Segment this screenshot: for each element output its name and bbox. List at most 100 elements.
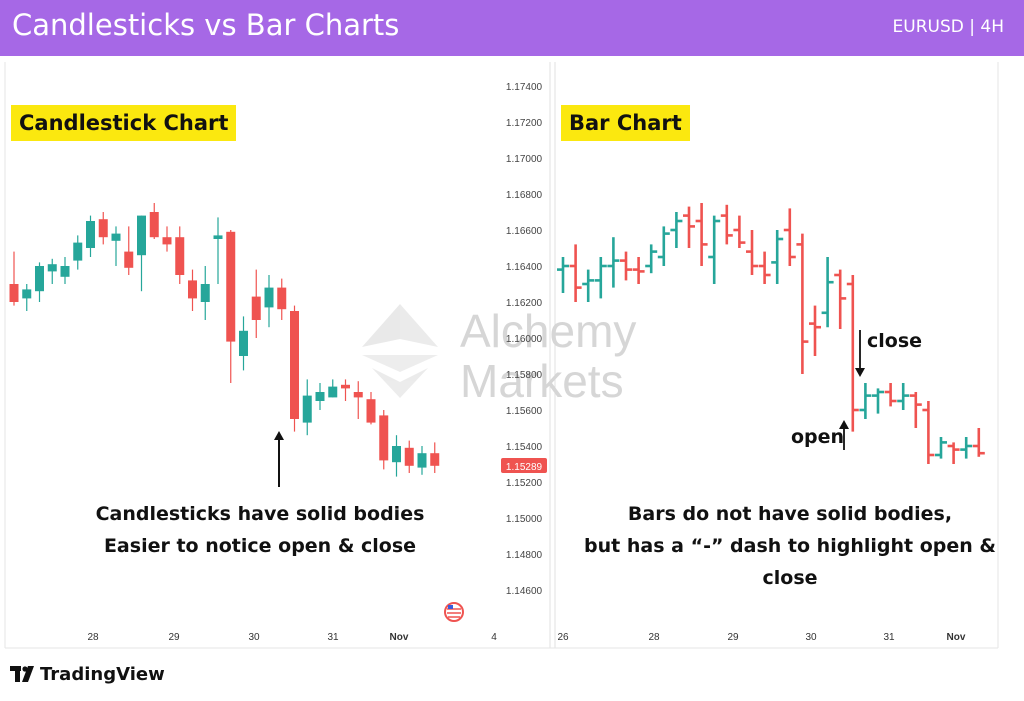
tradingview-brand-text: TradingView (40, 664, 165, 685)
candle (200, 266, 210, 320)
ohlc-bar (708, 215, 721, 284)
ohlc-bar (720, 204, 733, 245)
bar-caption: Bars do not have solid bodies, but has a… (575, 498, 1005, 594)
candlestick-caption: Candlesticks have solid bodies Easier to… (60, 498, 460, 562)
ohlc-bar (594, 257, 607, 299)
ohlc-bar (657, 226, 670, 266)
price-tick-label: 1.15800 (506, 370, 543, 381)
candle (73, 235, 83, 270)
open-annotation: open (791, 426, 845, 448)
ohlc-bar (695, 203, 708, 266)
candle (239, 316, 248, 371)
ohlc-bar (897, 383, 910, 410)
price-tick-label: 1.15400 (506, 442, 543, 453)
candle (264, 275, 274, 328)
tradingview-logo-icon (10, 666, 34, 682)
ohlc-bar (884, 383, 897, 407)
candle-body (22, 289, 32, 299)
candle-body (430, 453, 440, 466)
time-tick-label: 26 (557, 632, 569, 643)
ohlc-bar (783, 208, 796, 266)
candle (353, 381, 363, 419)
ohlc-bar (645, 244, 658, 274)
candle-body (47, 264, 57, 272)
current-price-label: 1.15289 (506, 462, 543, 473)
ohlc-bar (935, 437, 947, 459)
candle (315, 383, 325, 410)
ohlc-bar (972, 428, 985, 457)
candlestick-caption-line-2: Easier to notice open & close (103, 535, 417, 557)
price-tick-label: 1.17200 (506, 118, 543, 129)
right-time-axis: 26 28 29 30 31 Nov (557, 632, 965, 643)
candlestick-chart-label: Candlestick Chart (11, 105, 237, 141)
bar-chart-label: Bar Chart (561, 105, 690, 141)
candle (392, 435, 401, 477)
candle (35, 262, 44, 302)
candle (22, 284, 32, 311)
ohlc-bar (796, 233, 809, 374)
candle (137, 215, 146, 292)
candle-body (9, 284, 19, 302)
candle (341, 379, 350, 401)
candle (328, 379, 338, 398)
candle-body (290, 311, 299, 419)
candle-body (213, 235, 223, 239)
candle (366, 392, 376, 425)
candle-body (162, 237, 172, 245)
candle-body (111, 233, 121, 241)
candle-body (226, 231, 236, 342)
candlestick-caption-line-1: Candlesticks have solid bodies (95, 503, 425, 525)
candle (277, 278, 287, 320)
ohlc-bar (746, 230, 758, 275)
candlestick-series (9, 203, 440, 477)
price-tick-label: 1.16800 (506, 190, 543, 201)
ohlc-bar (872, 388, 884, 414)
candle-body (200, 284, 210, 302)
close-annotation: close (867, 330, 923, 352)
candle-body (328, 386, 338, 398)
candle (47, 258, 57, 284)
candle-body (137, 215, 146, 256)
candle (213, 217, 223, 284)
ohlc-bar-series (557, 203, 985, 464)
ohlc-bar (922, 401, 935, 464)
candle-body (149, 212, 159, 238)
ohlc-bar (582, 269, 595, 302)
candle (60, 257, 70, 284)
candle (124, 226, 134, 275)
candle (188, 269, 197, 311)
price-tick-label: 1.16200 (506, 298, 543, 309)
ohlc-bar (821, 257, 834, 328)
candle-body (73, 242, 83, 261)
candle (226, 230, 236, 383)
candle (149, 203, 159, 239)
time-tick-label: 30 (805, 632, 817, 643)
ohlc-bar (683, 206, 695, 248)
candle-body (264, 287, 274, 308)
time-tick-label: 31 (327, 632, 339, 643)
bar-caption-line-1: Bars do not have solid bodies, (627, 503, 953, 525)
price-tick-label: 1.15600 (506, 406, 543, 417)
candle-body (392, 446, 401, 463)
candle-arrow-up-icon (274, 431, 284, 487)
ohlc-bar (771, 230, 784, 284)
ohlc-bar (960, 437, 973, 459)
candle (98, 212, 108, 245)
candle (175, 226, 185, 284)
candle-body (60, 266, 70, 277)
ohlc-bar (632, 257, 645, 284)
ohlc-bar (909, 392, 922, 428)
ohlc-bar (834, 269, 847, 329)
price-tick-label: 1.16000 (506, 334, 543, 345)
price-tick-label: 1.17400 (506, 82, 543, 93)
candle (251, 269, 261, 338)
candle (417, 446, 427, 475)
candle-body (175, 237, 185, 275)
ohlc-bar (758, 251, 771, 284)
ohlc-bar (607, 237, 620, 288)
candle-body (302, 395, 312, 423)
price-tick-label: 1.16600 (506, 226, 543, 237)
open-arrow-up-icon (839, 420, 849, 450)
comparison-charts: Alchemy Markets 1.174001.172001.170001.1… (4, 62, 999, 649)
time-tick-label: 30 (248, 632, 260, 643)
